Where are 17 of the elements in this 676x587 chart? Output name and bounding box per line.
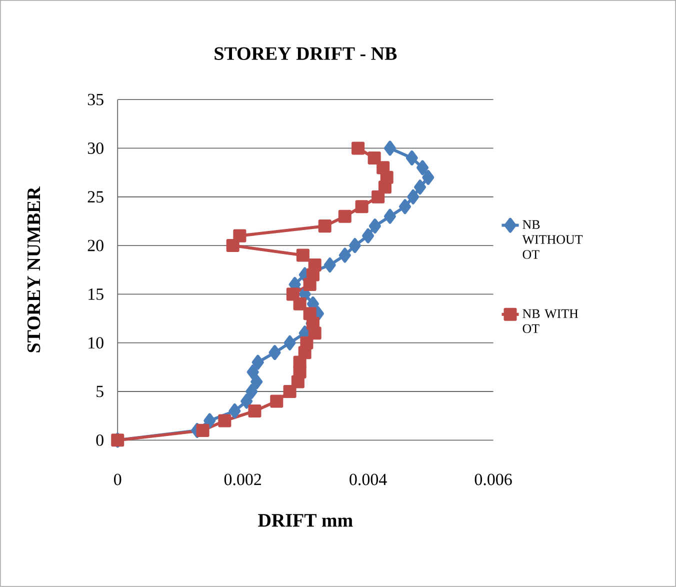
y-tick-label: 15	[88, 288, 104, 300]
y-axis-title: STOREY NUMBER	[27, 186, 40, 352]
x-tick-label: 0	[114, 474, 122, 486]
y-tick-label: 10	[88, 337, 104, 349]
chart-title: STOREY DRIFT - NB	[214, 47, 397, 60]
x-tick-label: 0.002	[224, 474, 261, 486]
x-tick-label: 0.004	[350, 474, 387, 486]
legend-label: NB WITH OT	[522, 310, 578, 334]
x-axis-title: DRIFT mm	[258, 514, 353, 527]
y-tick-label: 35	[88, 94, 104, 106]
y-tick-label: 30	[88, 142, 104, 154]
y-tick-label: 5	[96, 386, 104, 398]
legend-label: NB WITHOUT OT	[522, 220, 583, 259]
x-tick-label: 0.006	[474, 474, 512, 486]
y-tick-label: 25	[88, 191, 104, 203]
y-tick-label: 0	[96, 434, 104, 446]
y-tick-label: 20	[88, 240, 104, 252]
